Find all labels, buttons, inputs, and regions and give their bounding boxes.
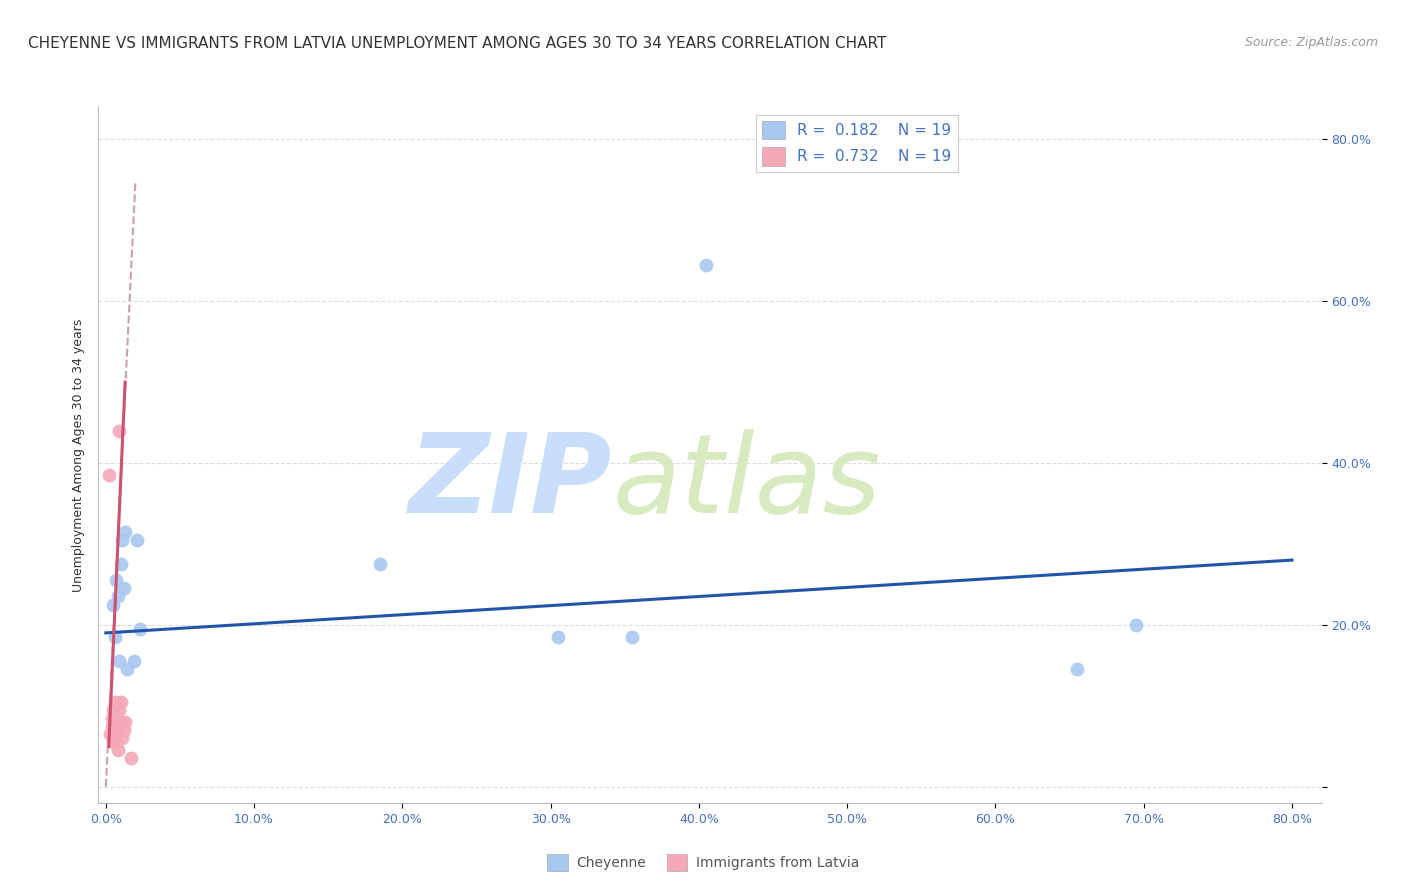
Point [114,524,136,539]
Point [110,714,132,729]
Point [621,630,644,644]
Point [122,654,145,668]
Point [100,711,122,725]
Point [111,533,134,547]
Text: ZIP: ZIP [409,429,612,536]
Point [112,582,135,596]
Point [108,654,131,668]
Point [107,590,129,604]
Point [695,258,717,272]
Point [129,622,152,636]
Point [115,662,138,676]
Point [125,533,148,547]
Point [108,703,131,717]
Point [103,703,125,717]
Point [104,695,127,709]
Point [103,598,125,612]
Point [547,630,569,644]
Point [104,630,127,644]
Point [107,719,129,733]
Point [98,727,121,741]
Point [103,735,125,749]
Point [108,424,131,438]
Point [105,574,128,588]
Point [105,735,128,749]
Legend: R =  0.182    N = 19, R =  0.732    N = 19: R = 0.182 N = 19, R = 0.732 N = 19 [756,115,957,172]
Point [120,751,142,765]
Text: Source: ZipAtlas.com: Source: ZipAtlas.com [1244,36,1378,49]
Point [368,557,391,571]
Point [105,727,128,741]
Legend: Cheyenne, Immigrants from Latvia: Cheyenne, Immigrants from Latvia [541,848,865,876]
Point [110,695,132,709]
Point [1125,617,1147,632]
Point [100,719,122,733]
Text: atlas: atlas [612,429,880,536]
Point [111,731,134,745]
Y-axis label: Unemployment Among Ages 30 to 34 years: Unemployment Among Ages 30 to 34 years [72,318,84,591]
Text: CHEYENNE VS IMMIGRANTS FROM LATVIA UNEMPLOYMENT AMONG AGES 30 TO 34 YEARS CORREL: CHEYENNE VS IMMIGRANTS FROM LATVIA UNEMP… [28,36,887,51]
Point [114,714,136,729]
Point [97,468,120,483]
Point [110,557,132,571]
Point [112,723,135,737]
Point [1066,662,1088,676]
Point [107,743,129,757]
